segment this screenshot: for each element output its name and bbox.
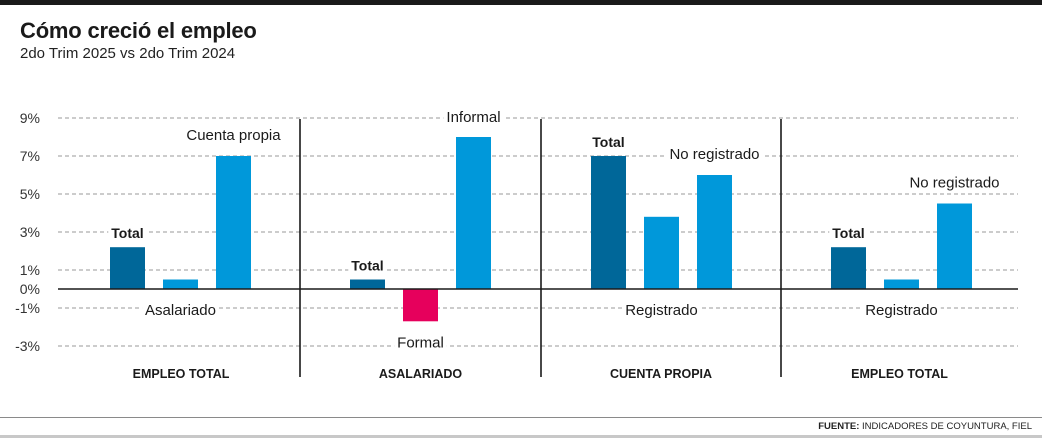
bar-negative [403,289,438,322]
bar-label: Asalariado [145,302,216,319]
y-tick-label: 7% [20,148,40,164]
source-text: INDICADORES DE COYUNTURA, FIEL [859,421,1032,432]
bar-label: Total [592,134,624,150]
y-tick-label: 5% [20,186,40,202]
label-background [622,302,701,319]
bar-chart: 9% 7% 5% 3% 1% 0% -1% -3% Total Asalariado Cuenta … [15,109,1018,381]
label-background [108,225,147,242]
y-tick-label: 0% [20,281,40,297]
bar-label: No registrado [909,175,999,192]
bar-label: Cuenta propia [186,127,281,144]
panel-title: CUENTA PROPIA [610,367,712,381]
bar-label: Formal [397,334,444,351]
y-tick-label: -3% [15,338,40,354]
panel-title: EMPLEO TOTAL [133,367,230,381]
bar-total [831,247,866,289]
bar-component [697,175,732,289]
panel-title: ASALARIADO [379,367,463,381]
footer-divider [0,417,1042,418]
y-tick-label: 9% [20,110,40,126]
bar-component [884,279,919,289]
label-background [666,146,763,163]
bar-label: Total [351,258,383,274]
chart-subtitle: 2do Trim 2025 vs 2do Trim 2024 [20,45,236,62]
label-background [862,302,941,319]
label-background [348,257,387,274]
bar-label: Total [832,225,864,241]
bar-component [216,156,251,289]
label-background [829,225,868,242]
bar-total [591,156,626,289]
top-bar [0,0,1042,5]
bar-label: No registrado [669,146,759,163]
bar-component [456,137,491,289]
bar-label: Informal [446,109,500,126]
bar-label: Total [111,225,143,241]
label-background [183,127,285,144]
y-tick-label: 1% [20,262,40,278]
label-background [394,334,447,352]
y-tick-label: 3% [20,224,40,240]
source-note: FUENTE: INDICADORES DE COYUNTURA, FIEL [818,421,1032,432]
chart-title: Cómo creció el empleo [20,18,257,43]
bar-label: Registrado [625,302,698,319]
bar-total [110,247,145,289]
bar-component [644,216,679,289]
label-background [142,302,219,319]
label-background [906,174,1003,192]
source-label: FUENTE: [818,421,860,432]
label-background [589,134,628,150]
bar-label: Registrado [865,302,938,319]
bar-total [350,279,385,289]
label-background [443,109,504,126]
panel-title: EMPLEO TOTAL [851,367,948,381]
y-tick-label: -1% [15,300,40,316]
bottom-bar [0,435,1042,438]
bar-component [163,279,198,289]
bar-component [937,203,972,289]
